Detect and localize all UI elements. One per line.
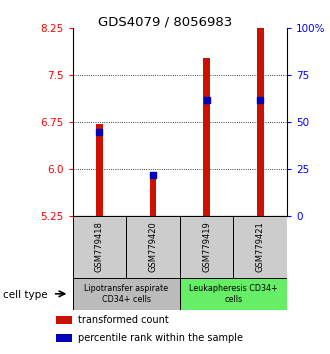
Bar — [234, 216, 287, 278]
Bar — [56, 316, 73, 324]
Bar — [56, 334, 73, 342]
Point — [204, 97, 209, 102]
Text: GSM779421: GSM779421 — [256, 222, 265, 272]
Text: cell type: cell type — [3, 290, 48, 299]
Text: GSM779420: GSM779420 — [148, 222, 157, 272]
Bar — [96, 124, 103, 216]
Text: Leukapheresis CD34+
cells: Leukapheresis CD34+ cells — [189, 284, 278, 303]
Text: GSM779418: GSM779418 — [95, 222, 104, 272]
Point — [258, 97, 263, 102]
Bar — [257, 5, 264, 216]
Bar — [126, 216, 180, 278]
Bar — [150, 173, 156, 216]
Text: transformed count: transformed count — [79, 315, 169, 325]
Point — [97, 129, 102, 135]
Bar — [73, 278, 180, 310]
Bar — [203, 58, 210, 216]
Text: GSM779419: GSM779419 — [202, 222, 211, 272]
Bar — [73, 216, 126, 278]
Bar — [180, 278, 287, 310]
Text: GDS4079 / 8056983: GDS4079 / 8056983 — [98, 16, 232, 29]
Point — [150, 172, 156, 177]
Text: percentile rank within the sample: percentile rank within the sample — [79, 333, 244, 343]
Bar — [180, 216, 234, 278]
Text: Lipotransfer aspirate
CD34+ cells: Lipotransfer aspirate CD34+ cells — [84, 284, 168, 303]
